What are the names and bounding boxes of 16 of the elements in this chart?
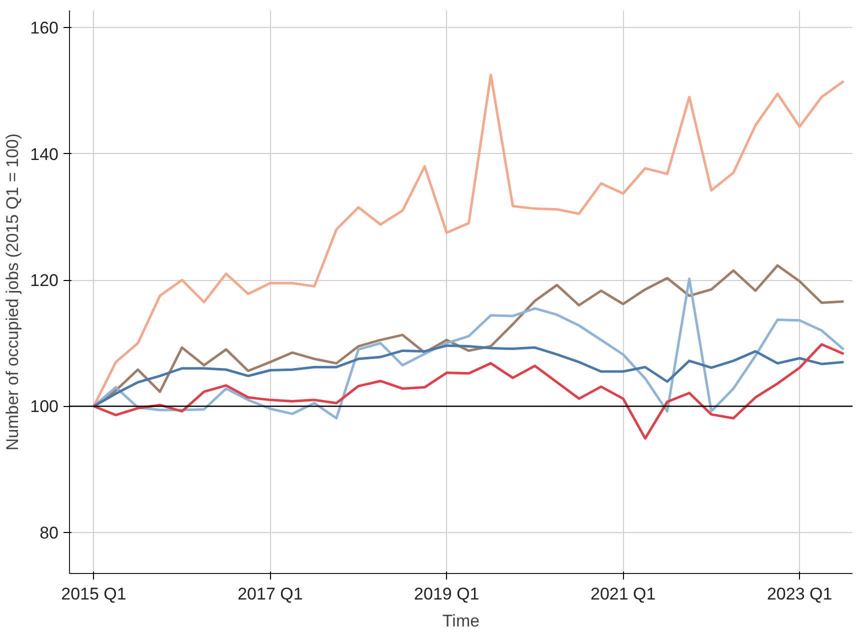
y-tick-label: 100 [30, 397, 59, 416]
line-series [92, 74, 845, 408]
line-series [92, 344, 845, 408]
y-tick-label: 160 [30, 18, 59, 38]
y-tick-label: 120 [30, 271, 59, 290]
x-tick-label: 2017 Q1 [238, 584, 303, 604]
y-tick-label: 140 [30, 144, 59, 164]
y-tick-label: 80 [40, 523, 59, 542]
x-tick-label: 2023 Q1 [766, 584, 832, 604]
y-axis-title: Number of occupied jobs (2015 Q1 = 100) [3, 133, 22, 451]
x-tick-label: 2021 Q1 [590, 584, 656, 604]
x-axis-title: Time [442, 612, 480, 630]
line-series [92, 343, 845, 440]
x-tick-label: 2015 Q1 [61, 584, 126, 604]
line-series [92, 277, 845, 420]
x-tick-label: 2019 Q1 [414, 584, 480, 604]
